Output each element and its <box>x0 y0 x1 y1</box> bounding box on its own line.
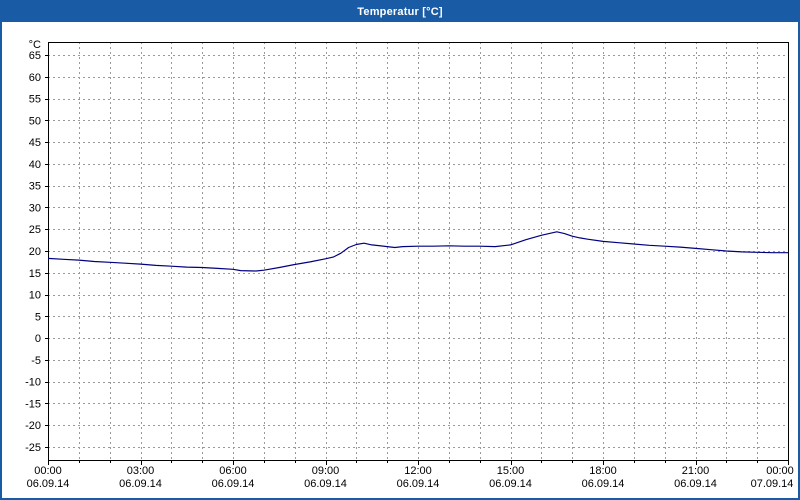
x-tick-time: 15:00 <box>497 465 525 477</box>
svg-text:-25: -25 <box>25 442 41 454</box>
svg-text:0: 0 <box>35 333 41 345</box>
x-tick-time: 06:00 <box>219 465 247 477</box>
svg-text:45: 45 <box>29 137 41 149</box>
plot-border <box>48 42 789 461</box>
temperature-chart-svg: 65605550454035302520151050-5-10-15-20-25… <box>25 39 794 490</box>
series-line-temperatur <box>47 231 788 272</box>
svg-text:20: 20 <box>29 246 41 258</box>
x-axis-labels: 00:0006.09.1403:0006.09.1406:0006.09.140… <box>27 465 794 490</box>
svg-text:-20: -20 <box>25 420 41 432</box>
grid-lines <box>48 42 788 460</box>
svg-text:30: 30 <box>29 202 41 214</box>
x-tick-time: 12:00 <box>404 465 432 477</box>
x-tick-date: 06.09.14 <box>27 478 70 490</box>
window-title: Temperatur [°C] <box>357 6 443 18</box>
svg-text:35: 35 <box>29 181 41 193</box>
svg-text:5: 5 <box>35 311 41 323</box>
x-tick-time: 03:00 <box>127 465 155 477</box>
svg-text:10: 10 <box>29 290 41 302</box>
x-tick-date: 06.09.14 <box>304 478 347 490</box>
svg-text:-5: -5 <box>31 355 41 367</box>
x-tick-time: 00:00 <box>34 465 62 477</box>
x-tick-time: 00:00 <box>766 465 794 477</box>
x-tick-date: 06.09.14 <box>489 478 532 490</box>
x-tick-date: 06.09.14 <box>119 478 162 490</box>
x-tick-date: 06.09.14 <box>397 478 440 490</box>
x-tick-time: 09:00 <box>312 465 340 477</box>
chart-container: 65 60 55 50 45 40 35 30 25 20 15 10 5 0 -5 -10 -15 -20 -25… <box>2 22 798 498</box>
x-tick-time: 21:00 <box>682 465 710 477</box>
x-tick-date: 06.09.14 <box>674 478 717 490</box>
svg-text:65: 65 <box>29 50 41 62</box>
x-tick-date: 07.09.14 <box>751 478 794 490</box>
svg-text:40: 40 <box>29 159 41 171</box>
x-tick-time: 18:00 <box>589 465 617 477</box>
svg-text:60: 60 <box>29 72 41 84</box>
svg-text:-15: -15 <box>25 398 41 410</box>
y-axis-unit: °C <box>29 39 41 51</box>
window-titlebar: Temperatur [°C] <box>2 2 798 22</box>
x-tick-date: 06.09.14 <box>582 478 625 490</box>
svg-text:55: 55 <box>29 94 41 106</box>
svg-text:-10: -10 <box>25 377 41 389</box>
svg-text:15: 15 <box>29 268 41 280</box>
svg-text:50: 50 <box>29 115 41 127</box>
svg-text:25: 25 <box>29 224 41 236</box>
x-tick-date: 06.09.14 <box>212 478 255 490</box>
